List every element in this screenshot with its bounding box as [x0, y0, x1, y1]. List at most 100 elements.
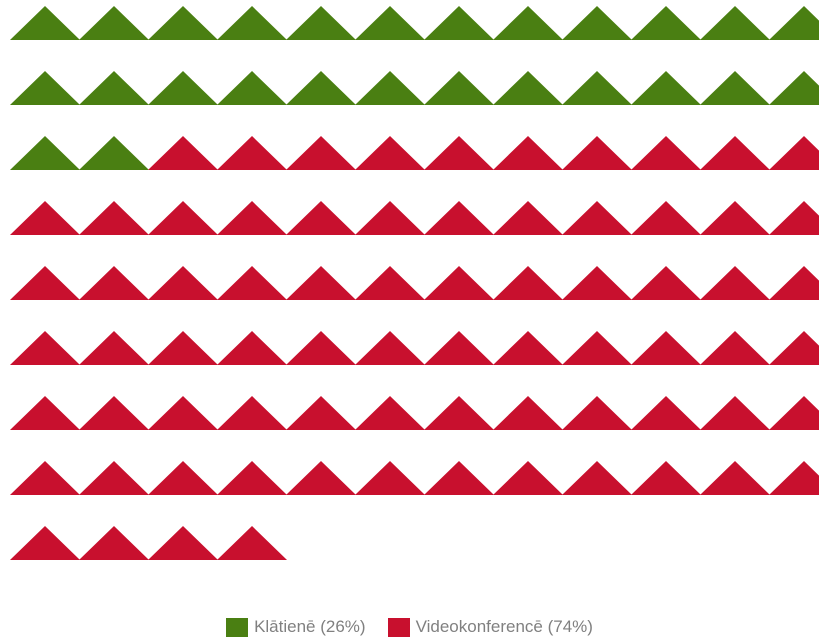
waffle-unit-videokonference — [355, 331, 425, 365]
waffle-unit-videokonference — [424, 201, 494, 235]
waffle-unit-videokonference — [148, 266, 218, 300]
waffle-unit-videokonference — [769, 201, 819, 235]
waffle-unit-videokonference — [700, 201, 770, 235]
waffle-unit-videokonference — [79, 331, 149, 365]
waffle-unit-videokonference — [217, 396, 287, 430]
waffle-unit-videokonference — [493, 136, 563, 170]
legend-item-videokonference[interactable]: Videokonferencē (74%) — [387, 617, 593, 637]
legend-swatch-klatiene — [226, 617, 249, 637]
waffle-unit-klatiene — [79, 6, 149, 40]
waffle-unit-videokonference — [493, 461, 563, 495]
waffle-unit-videokonference — [424, 136, 494, 170]
waffle-unit-videokonference — [148, 526, 218, 560]
waffle-unit-videokonference — [10, 331, 80, 365]
waffle-unit-klatiene — [493, 71, 563, 105]
waffle-unit-videokonference — [493, 396, 563, 430]
waffle-unit-videokonference — [562, 396, 632, 430]
waffle-unit-klatiene — [769, 71, 819, 105]
waffle-unit-klatiene — [148, 71, 218, 105]
waffle-unit-videokonference — [355, 396, 425, 430]
waffle-unit-klatiene — [10, 6, 80, 40]
waffle-unit-videokonference — [217, 266, 287, 300]
waffle-unit-klatiene — [493, 6, 563, 40]
waffle-unit-videokonference — [355, 136, 425, 170]
legend-item-klatiene[interactable]: Klātienē (26%) — [226, 617, 366, 637]
waffle-unit-videokonference — [769, 331, 819, 365]
waffle-unit-klatiene — [700, 6, 770, 40]
waffle-unit-videokonference — [148, 396, 218, 430]
waffle-unit-videokonference — [10, 396, 80, 430]
waffle-unit-videokonference — [700, 136, 770, 170]
waffle-unit-klatiene — [79, 71, 149, 105]
waffle-unit-videokonference — [424, 331, 494, 365]
waffle-unit-videokonference — [562, 331, 632, 365]
waffle-unit-videokonference — [769, 396, 819, 430]
waffle-unit-videokonference — [217, 136, 287, 170]
waffle-unit-videokonference — [148, 461, 218, 495]
waffle-unit-videokonference — [631, 331, 701, 365]
waffle-unit-videokonference — [10, 266, 80, 300]
waffle-grid — [10, 6, 819, 560]
waffle-unit-videokonference — [286, 331, 356, 365]
waffle-unit-videokonference — [424, 266, 494, 300]
waffle-unit-videokonference — [424, 461, 494, 495]
legend-swatch-videokonference — [387, 617, 410, 637]
waffle-unit-videokonference — [769, 266, 819, 300]
waffle-unit-klatiene — [286, 6, 356, 40]
waffle-unit-videokonference — [79, 461, 149, 495]
waffle-unit-klatiene — [286, 71, 356, 105]
waffle-unit-videokonference — [700, 396, 770, 430]
waffle-unit-klatiene — [148, 6, 218, 40]
waffle-unit-klatiene — [10, 136, 80, 170]
waffle-unit-videokonference — [631, 266, 701, 300]
waffle-unit-videokonference — [79, 201, 149, 235]
waffle-unit-klatiene — [217, 71, 287, 105]
waffle-unit-videokonference — [148, 201, 218, 235]
waffle-unit-klatiene — [10, 71, 80, 105]
legend: Klātienē (26%) Videokonferencē (74%) — [0, 614, 819, 640]
waffle-unit-videokonference — [79, 266, 149, 300]
waffle-unit-klatiene — [562, 6, 632, 40]
waffle-unit-videokonference — [79, 526, 149, 560]
waffle-unit-videokonference — [148, 331, 218, 365]
waffle-unit-klatiene — [700, 71, 770, 105]
waffle-unit-videokonference — [10, 201, 80, 235]
waffle-unit-videokonference — [286, 461, 356, 495]
waffle-unit-videokonference — [355, 461, 425, 495]
waffle-unit-klatiene — [769, 6, 819, 40]
waffle-unit-videokonference — [355, 201, 425, 235]
waffle-unit-videokonference — [631, 201, 701, 235]
waffle-unit-videokonference — [562, 266, 632, 300]
waffle-unit-videokonference — [493, 201, 563, 235]
waffle-unit-videokonference — [148, 136, 218, 170]
waffle-unit-klatiene — [355, 6, 425, 40]
waffle-unit-videokonference — [217, 201, 287, 235]
legend-label-klatiene: Klātienē (26%) — [254, 617, 366, 636]
waffle-unit-videokonference — [700, 331, 770, 365]
waffle-unit-videokonference — [286, 266, 356, 300]
waffle-unit-klatiene — [79, 136, 149, 170]
waffle-unit-videokonference — [286, 396, 356, 430]
waffle-unit-klatiene — [631, 71, 701, 105]
waffle-unit-videokonference — [769, 461, 819, 495]
waffle-unit-videokonference — [631, 461, 701, 495]
waffle-unit-videokonference — [562, 136, 632, 170]
waffle-unit-videokonference — [562, 201, 632, 235]
waffle-unit-videokonference — [286, 136, 356, 170]
legend-label-videokonference: Videokonferencē (74%) — [415, 617, 593, 636]
waffle-unit-videokonference — [217, 461, 287, 495]
waffle-unit-videokonference — [10, 461, 80, 495]
waffle-unit-videokonference — [700, 461, 770, 495]
waffle-unit-klatiene — [631, 6, 701, 40]
waffle-unit-videokonference — [769, 136, 819, 170]
waffle-unit-videokonference — [562, 461, 632, 495]
waffle-unit-klatiene — [355, 71, 425, 105]
waffle-unit-videokonference — [631, 396, 701, 430]
waffle-unit-klatiene — [424, 71, 494, 105]
waffle-unit-videokonference — [79, 396, 149, 430]
waffle-unit-klatiene — [562, 71, 632, 105]
waffle-unit-videokonference — [700, 266, 770, 300]
waffle-unit-videokonference — [493, 331, 563, 365]
waffle-unit-videokonference — [631, 136, 701, 170]
